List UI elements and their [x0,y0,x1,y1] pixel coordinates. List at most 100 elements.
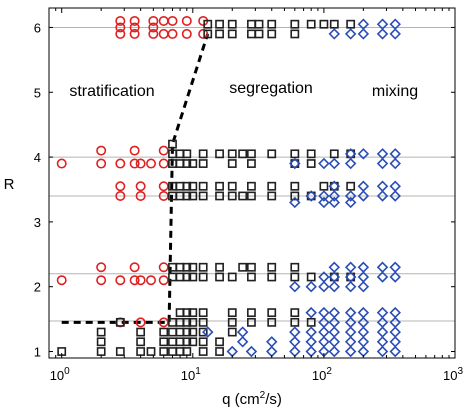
point-square [290,181,300,191]
point-square [290,308,300,318]
point-diamond [344,196,357,209]
point-square [188,272,198,282]
point-diamond [305,280,317,293]
point-diamond [328,196,341,209]
point-diamond [344,306,357,319]
point-square [198,337,208,347]
point-square [182,181,192,191]
point-square [306,317,316,327]
point-square [227,191,237,201]
point-circle [135,190,146,201]
point-circle [167,28,178,39]
point-square [188,181,198,191]
point-square [115,347,125,356]
point-square [290,149,300,159]
point-circle [158,158,169,169]
point-circle [181,15,192,26]
x-axis-label-suffix: /s) [265,391,282,408]
point-diamond [389,306,401,319]
point-square [267,181,277,191]
point-diamond [289,326,301,338]
point-diamond [376,180,389,192]
point-square [319,19,329,29]
point-square [188,159,198,168]
point-square [146,347,156,356]
point-circle [129,28,140,39]
point-square [159,327,169,337]
point-diamond [357,306,370,319]
y-axis-label: R [4,176,15,193]
point-diamond [357,271,370,283]
point-square [198,317,208,327]
point-diamond [344,271,357,283]
point-square [182,337,192,347]
point-circle [158,181,169,192]
point-square [168,139,177,149]
point-circle [129,158,140,169]
point-diamond [328,157,341,170]
point-circle [158,145,169,156]
point-circle [115,190,126,201]
region-label-stratification: stratification [69,83,154,100]
point-diamond [318,157,330,170]
ticks-layer: 1 2 3 4 5 6 100 101 102 103 [34,8,463,383]
point-diamond [318,280,330,293]
point-circle [148,22,159,33]
point-diamond [376,148,389,160]
series-square-group [57,19,356,356]
point-diamond [376,326,389,338]
point-diamond [357,336,370,348]
markers-layer [56,15,401,358]
x-tick-label: 102 [312,366,332,383]
point-square [188,191,198,201]
point-square [182,317,192,327]
point-square [290,317,300,327]
point-square [267,19,277,29]
point-circle [135,317,146,328]
point-diamond [344,336,357,348]
point-square [215,191,224,201]
series-circle-group [56,15,209,328]
point-diamond [376,316,389,329]
point-diamond [357,280,370,293]
point-square [267,317,277,327]
y-tick-label: 1 [34,345,41,360]
point-diamond [389,271,401,283]
point-diamond [357,190,370,202]
point-square [182,308,192,318]
point-square [247,159,256,168]
point-square [227,159,237,168]
point-square [254,29,264,39]
y-tick-label: 3 [34,215,41,230]
point-square [254,19,264,29]
point-square [182,149,192,159]
x-axis-label-prefix: q (cm [222,391,260,408]
point-square [238,191,248,201]
point-square [290,29,300,39]
point-square [203,29,213,39]
point-circle [115,275,126,286]
point-diamond [289,336,301,348]
point-square [115,317,125,327]
point-circle [96,275,107,286]
point-square [247,149,256,159]
point-diamond [289,280,301,293]
point-square [247,317,256,327]
point-diamond [376,190,389,202]
point-square [188,308,198,318]
point-diamond [236,336,249,348]
point-square [247,308,256,318]
point-square [267,191,277,201]
point-diamond [328,326,341,338]
point-square [227,308,237,318]
point-diamond [328,280,341,293]
point-square [188,337,198,347]
point-diamond [328,336,341,348]
point-square [227,181,237,191]
point-diamond [318,190,330,202]
point-square [306,149,316,159]
point-square [306,159,316,168]
point-diamond [357,28,370,40]
point-square [215,19,224,29]
